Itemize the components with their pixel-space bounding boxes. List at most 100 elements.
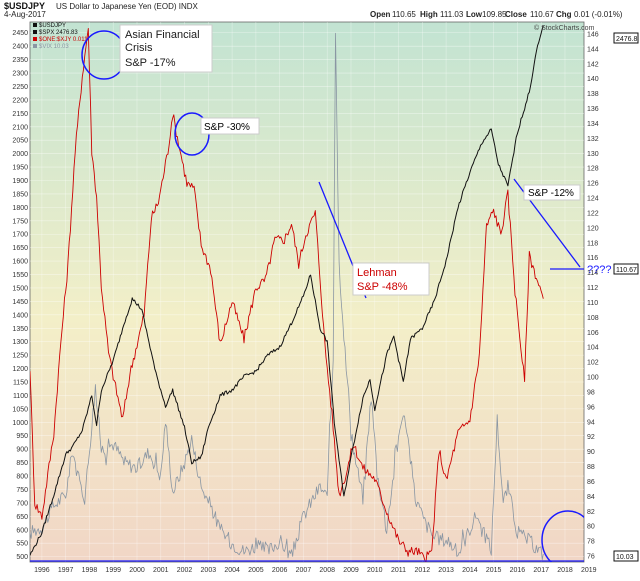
right-tick-label: 88 [587, 464, 595, 471]
legend-swatch [33, 30, 37, 34]
left-tick-label: 1450 [12, 299, 28, 306]
right-tick-label: 98 [587, 389, 595, 396]
low-label: Low [466, 10, 483, 19]
left-tick-label: 2300 [12, 71, 28, 78]
x-tick-label: 2011 [391, 567, 406, 574]
right-tick-label: 142 [587, 61, 599, 68]
x-tick-label: 2004 [224, 567, 240, 574]
x-tick-label: 1997 [58, 567, 74, 574]
header-quote: Open 110.65 High 111.03 Low 109.85 Close… [370, 10, 623, 19]
left-tick-label: 1050 [12, 406, 28, 413]
right-tick-label: 94 [587, 419, 595, 426]
x-tick-label: 1999 [105, 567, 121, 574]
left-tick-label: 1600 [12, 259, 28, 266]
brand-label: © StockCharts.com [534, 24, 595, 32]
left-tick-label: 650 [16, 514, 28, 521]
left-tick-label: 700 [16, 500, 28, 507]
right-tick-label: 84 [587, 494, 595, 501]
series-line-vix [30, 32, 544, 561]
high-value: 111.03 [440, 10, 464, 19]
right-tick-label: 96 [587, 404, 595, 411]
right-tick-label: 140 [587, 76, 599, 83]
left-tick-label: 2250 [12, 84, 28, 91]
header-description: US Dollar to Japanese Yen (EOD) INDX [56, 2, 199, 11]
lehman-label: Lehman [357, 267, 397, 279]
high-label: High [420, 10, 438, 19]
left-tick-label: 1750 [12, 218, 28, 225]
right-tick-label: 86 [587, 479, 595, 486]
right-tick-label: 102 [587, 360, 599, 367]
left-tick-label: 1350 [12, 326, 28, 333]
right-tick-label: 136 [587, 106, 599, 113]
right-tick-label: 128 [587, 166, 599, 173]
right-axis: 76 78 80 82 84 86 88 90 92 94 96 98 100 102 104 106 108 1… [587, 31, 599, 560]
plot-background [29, 21, 585, 563]
left-tick-label: 1850 [12, 191, 28, 198]
legend-swatch [33, 23, 37, 27]
legend-label: $VIX 10.03 [39, 44, 69, 50]
asian-crisis-title: Asian Financial [125, 29, 200, 41]
left-tick-label: 900 [16, 447, 28, 454]
x-tick-label: 2002 [177, 567, 193, 574]
right-tick-label: 126 [587, 181, 599, 188]
x-tick-label: 2003 [201, 567, 217, 574]
left-tick-label: 1400 [12, 312, 28, 319]
open-label: Open [370, 10, 391, 19]
left-tick-label: 1250 [12, 353, 28, 360]
open-value: 110.65 [392, 10, 416, 19]
left-tick-label: 750 [16, 487, 28, 494]
low-value: 109.85 [482, 10, 507, 19]
chg-label: Chg [556, 10, 572, 19]
right-tick-label: 78 [587, 539, 595, 546]
left-tick-label: 1150 [13, 380, 28, 387]
x-tick-label: 2006 [272, 567, 288, 574]
right-tick-label: 92 [587, 434, 595, 441]
right-tick-label: 146 [587, 31, 599, 38]
right-tick-label: 120 [587, 225, 599, 232]
left-tick-label: 1100 [13, 393, 28, 400]
left-tick-label: 2150 [12, 111, 28, 118]
right-tick-label: 110 [587, 300, 598, 307]
x-tick-label: 2000 [129, 567, 145, 574]
series-line-spx [30, 25, 544, 556]
left-tick-label: 1900 [12, 178, 28, 185]
right-tick-label: 112 [587, 285, 598, 292]
right-tick-label: 108 [587, 315, 599, 322]
x-tick-label: 2005 [248, 567, 264, 574]
left-tick-label: 1500 [12, 285, 28, 292]
x-tick-label: 2012 [415, 567, 431, 574]
x-tick-label: 2018 [557, 567, 573, 574]
left-tick-label: 1700 [12, 232, 28, 239]
right-tick-label: 124 [587, 196, 599, 203]
left-tick-label: 2450 [12, 30, 28, 37]
x-tick-label: 2010 [367, 567, 383, 574]
sp12-box: S&P -12% [523, 184, 581, 201]
sp30-box: S&P -30% [200, 117, 260, 135]
x-tick-label: 2008 [319, 567, 335, 574]
right-tick-label: 116 [587, 255, 598, 262]
right-tick-label: 122 [587, 210, 599, 217]
asian-crisis-title2: Crisis [125, 42, 153, 54]
right-tick-label: 90 [587, 449, 595, 456]
legend-swatch [33, 44, 37, 48]
right-tick-label: 80 [587, 524, 595, 531]
right-tick-label: 130 [587, 151, 599, 158]
legend-swatch [33, 37, 37, 41]
x-axis: 1996 1997 1998 1999 2000 2001 2002 2003 2004 2005… [34, 567, 597, 574]
x-tick-label: 2009 [343, 567, 359, 574]
right-tick-label: 138 [587, 91, 599, 98]
legend: $USDJPY$SPX 2476.83$ONE:$XJY 0.011$VIX 1… [33, 23, 88, 50]
legend-label: $SPX 2476.83 [39, 30, 78, 36]
right-tick-label: 100 [587, 375, 599, 382]
right-tick-label: 134 [587, 121, 599, 128]
lehman-sp: S&P -48% [357, 281, 408, 293]
x-tick-label: 2019 [581, 567, 597, 574]
right-tick-label: 104 [587, 345, 599, 352]
price-tag-vix: 10.03 [613, 550, 639, 562]
left-tick-label: 500 [16, 554, 28, 561]
x-tick-label: 2016 [510, 567, 526, 574]
legend-label: $USDJPY [39, 23, 66, 29]
sp12-label: S&P -12% [528, 188, 574, 199]
x-tick-label: 1996 [34, 567, 50, 574]
chg-value: 0.01 (-0.01%) [574, 10, 623, 19]
